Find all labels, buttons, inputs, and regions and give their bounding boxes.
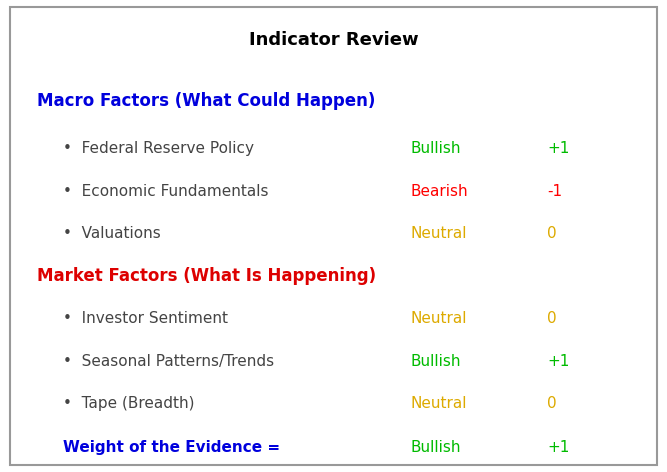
- Text: Bearish: Bearish: [410, 184, 468, 199]
- Text: •  Tape (Breadth): • Tape (Breadth): [63, 396, 195, 411]
- Text: •  Investor Sentiment: • Investor Sentiment: [63, 311, 228, 326]
- Text: •  Seasonal Patterns/Trends: • Seasonal Patterns/Trends: [63, 354, 275, 369]
- Text: Bullish: Bullish: [410, 141, 461, 156]
- Text: Macro Factors (What Could Happen): Macro Factors (What Could Happen): [37, 93, 375, 110]
- Text: Indicator Review: Indicator Review: [249, 31, 418, 49]
- Text: +1: +1: [547, 141, 570, 156]
- Text: •  Valuations: • Valuations: [63, 226, 161, 241]
- Text: Bullish: Bullish: [410, 440, 461, 455]
- Text: -1: -1: [547, 184, 562, 199]
- Text: Neutral: Neutral: [410, 226, 467, 241]
- Text: Neutral: Neutral: [410, 311, 467, 326]
- Text: 0: 0: [547, 226, 556, 241]
- Text: Weight of the Evidence =: Weight of the Evidence =: [63, 440, 281, 455]
- Text: Market Factors (What Is Happening): Market Factors (What Is Happening): [37, 267, 376, 285]
- Text: •  Economic Fundamentals: • Economic Fundamentals: [63, 184, 269, 199]
- Text: 0: 0: [547, 311, 556, 326]
- Text: Neutral: Neutral: [410, 396, 467, 411]
- Text: •  Federal Reserve Policy: • Federal Reserve Policy: [63, 141, 254, 156]
- Text: 0: 0: [547, 396, 556, 411]
- Text: +1: +1: [547, 354, 570, 369]
- Text: Bullish: Bullish: [410, 354, 461, 369]
- Text: +1: +1: [547, 440, 570, 455]
